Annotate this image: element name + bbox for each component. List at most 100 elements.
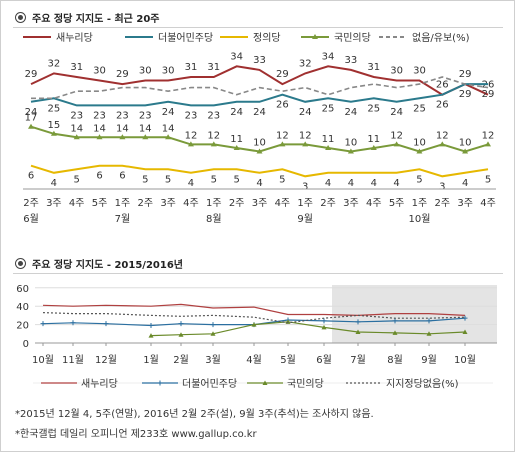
divider xyxy=(13,27,503,28)
data-point xyxy=(392,318,398,324)
data-label: 32 xyxy=(47,58,60,69)
data-label: 4 xyxy=(462,178,468,189)
data-label: 25 xyxy=(322,103,335,114)
series-line xyxy=(30,65,489,96)
data-point xyxy=(142,134,149,140)
data-point xyxy=(370,145,377,150)
circle-bullet-icon xyxy=(15,258,26,269)
data-label: 4 xyxy=(188,178,194,189)
data-point xyxy=(233,145,240,150)
data-point xyxy=(347,148,354,154)
data-label: 24 xyxy=(253,107,266,118)
chart2-title: 주요 정당 지지도 - 2015/2016년 xyxy=(15,256,183,271)
data-point xyxy=(393,141,400,147)
x-tick-label: 4주 xyxy=(366,198,382,209)
data-label: 11 xyxy=(322,134,335,145)
chart1-plot: 새누리당 더불어민주당 정의당 국민의당 없음/유보(%) 29 32 31 30 29 30 30 3… xyxy=(23,31,496,225)
series-line xyxy=(42,312,466,324)
data-label: 12 xyxy=(482,130,495,141)
x-tick-label: 4주 xyxy=(183,198,199,209)
series-line xyxy=(42,303,466,317)
x-month-label: 10월 xyxy=(408,213,430,225)
data-point xyxy=(178,332,184,337)
data-point xyxy=(426,318,432,324)
data-label: 5 xyxy=(233,174,239,185)
data-label: 32 xyxy=(299,58,312,69)
data-label: 26 xyxy=(436,80,449,91)
data-point xyxy=(439,141,446,147)
x-tick-label: 1월 xyxy=(143,354,159,366)
y-tick-label: 0 xyxy=(23,339,29,350)
data-label: 12 xyxy=(390,130,403,141)
data-label: 25 xyxy=(47,103,60,114)
legend-label: 국민의당 xyxy=(287,378,324,390)
x-month-label: 7월 xyxy=(115,213,131,225)
x-tick-label: 1주 xyxy=(206,198,222,209)
x-tick-label: 3주 xyxy=(457,198,473,209)
data-label: 29 xyxy=(276,69,289,80)
data-label: 14 xyxy=(93,123,106,134)
data-label: 31 xyxy=(185,62,198,73)
data-label: 24 xyxy=(162,107,175,118)
data-label: 5 xyxy=(211,174,217,185)
data-label: 30 xyxy=(93,66,106,77)
legend-label: 새누리당 xyxy=(81,378,118,390)
x-month-label: 6월 xyxy=(23,213,39,225)
data-label: 4 xyxy=(393,178,399,189)
data-point xyxy=(165,134,172,140)
data-point xyxy=(392,330,398,335)
data-label: 11 xyxy=(367,134,380,145)
x-tick-label: 3월 xyxy=(205,354,221,366)
legend-label: 없음/유보(%) xyxy=(412,31,470,44)
data-label: 10 xyxy=(459,138,472,149)
data-label: 4 xyxy=(256,178,262,189)
data-label: 6 xyxy=(28,171,34,182)
data-label: 3 xyxy=(302,181,308,192)
legend-label: 국민의당 xyxy=(334,32,371,44)
data-label: 4 xyxy=(325,178,331,189)
data-label: 14 xyxy=(70,123,83,134)
data-label: 12 xyxy=(276,130,289,141)
data-label: 5 xyxy=(165,174,171,185)
x-tick-label: 2주 xyxy=(23,198,39,209)
data-point xyxy=(279,141,286,147)
data-point xyxy=(355,329,361,334)
legend-marker xyxy=(262,380,268,385)
data-label: 6 xyxy=(119,171,125,182)
data-label: 33 xyxy=(345,55,358,66)
x-tick-label: 3주 xyxy=(343,198,359,209)
x-tick-label: 8월 xyxy=(387,354,403,366)
data-label: 29 xyxy=(482,89,495,100)
data-label: 17 xyxy=(25,113,38,124)
data-point xyxy=(325,145,332,150)
chart1-title: 주요 정당 지지도 - 최근 20주 xyxy=(15,10,159,25)
data-label: 12 xyxy=(299,130,312,141)
x-tick-label: 5주 xyxy=(92,198,108,209)
x-tick-label: 2주 xyxy=(137,198,153,209)
x-tick-label: 10월 xyxy=(454,354,476,366)
data-point xyxy=(302,141,309,147)
data-label: 34 xyxy=(322,51,335,62)
legend-label: 더불어민주당 xyxy=(158,32,213,44)
data-label: 4 xyxy=(371,178,377,189)
data-point xyxy=(40,321,46,327)
data-point xyxy=(178,321,184,327)
data-point xyxy=(148,323,154,329)
data-label: 3 xyxy=(439,181,445,192)
legend-label: 더불어민주당 xyxy=(182,378,237,390)
data-label: 10 xyxy=(413,138,426,149)
data-label: 30 xyxy=(139,66,152,77)
x-tick-label: 1주 xyxy=(297,198,313,209)
legend-label: 지지정당없음(%) xyxy=(386,377,459,390)
data-label: 26 xyxy=(276,100,289,111)
data-point xyxy=(148,333,154,338)
x-tick-label: 3주 xyxy=(160,198,176,209)
data-point xyxy=(416,148,423,154)
legend-marker xyxy=(312,34,318,39)
footnote-source: *한국갤럽 데일리 오피니언 제233호 www.gallup.co.kr xyxy=(15,429,257,440)
data-label: 5 xyxy=(485,174,491,185)
x-tick-label: 4주 xyxy=(69,198,85,209)
data-label: 23 xyxy=(70,110,83,121)
data-label: 34 xyxy=(230,51,243,62)
